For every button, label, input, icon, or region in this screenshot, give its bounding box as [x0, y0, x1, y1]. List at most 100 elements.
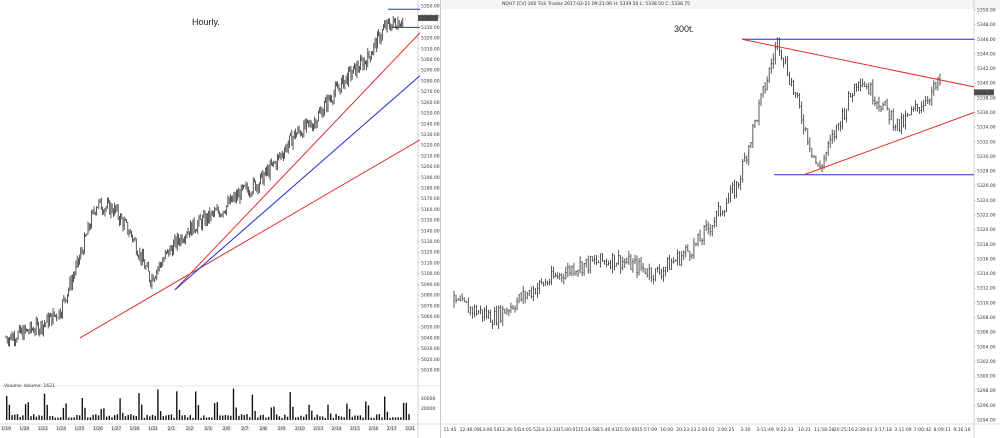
volume-bar [381, 417, 383, 420]
price-tick-label: 5020.00 [421, 357, 440, 363]
volume-bar [33, 414, 35, 420]
volume-bar [400, 417, 402, 420]
last-price-tag [418, 15, 438, 22]
volume-bar [170, 414, 173, 420]
time-tick-label: 14:05:52 [519, 427, 539, 433]
price-tick-label: 5350.00 [421, 4, 440, 10]
hourly-chart-svg[interactable]: 5350.005340.005330.005320.005310.005300.… [0, 0, 440, 438]
price-tick-label: 5308.00 [977, 315, 996, 321]
volume-bar [392, 417, 394, 420]
time-tick-bg [167, 426, 177, 431]
tick-chart-panel[interactable]: NQH7 [CV] 300 Tick Trades 2017-02-21 09:… [442, 0, 1000, 438]
triangle-upper-line [741, 38, 975, 88]
volume-bar [195, 391, 197, 420]
volume-bar [384, 396, 386, 420]
volume-bar [43, 393, 46, 420]
price-tick-label: 5080.00 [421, 293, 440, 299]
time-tick-label: 3:30 [740, 427, 750, 433]
volume-bar [11, 415, 13, 420]
time-tick-label: 3:11:49 [756, 427, 773, 433]
time-tick-bg [387, 426, 397, 431]
tick-chart-svg[interactable]: 5350.00 5348.00 5346.00 5344.00 5342.00 5340.… [442, 0, 1000, 438]
time-tick-label: 2:39:03 [855, 427, 872, 433]
volume-bar [321, 416, 324, 420]
time-tick-label: 2/21 [405, 426, 415, 432]
price-tick-label: 5110.00 [421, 260, 440, 266]
volume-bar [49, 416, 51, 420]
volume-bar [159, 411, 162, 420]
volume-bar [259, 415, 262, 420]
hourly-chart-panel[interactable]: 5350.005340.005330.005320.005310.005300.… [0, 0, 441, 438]
volume-bar [35, 416, 38, 420]
price-tick-label: 5296.00 [977, 403, 996, 409]
volume-bar [246, 414, 248, 420]
time-tick-bg [240, 426, 250, 431]
volume-label: Volume: Volume: 1621 [4, 384, 55, 389]
volume-bar [73, 417, 75, 420]
volume-bar [394, 417, 397, 420]
volume-bar [30, 416, 32, 420]
volume-bar [319, 416, 321, 420]
time-tick-bg [277, 426, 287, 431]
volume-bar [375, 414, 378, 420]
volume-bar [294, 417, 297, 420]
time-tick-label: 11:45 [444, 427, 457, 433]
price-tick-label: 5318.00 [977, 242, 996, 248]
time-tick-label: 1/26 [93, 426, 103, 432]
price-tick-label: 5330.00 [977, 154, 996, 160]
volume-bar [87, 417, 89, 420]
price-tick-label: 5340.00 [977, 81, 996, 87]
volume-bar [57, 417, 59, 420]
chart-header-bar: NQH7 [CV] 300 Tick Trades 2017-02-21 09:… [442, 0, 1000, 9]
volume-bar [251, 394, 254, 420]
time-tick-label: 1/27 [111, 426, 121, 432]
volume-bar [95, 414, 97, 420]
time-tick-bg [369, 426, 379, 431]
volume-bar [276, 414, 278, 420]
time-tick-label: 16:00 [660, 427, 673, 433]
volume-bar [181, 415, 183, 420]
volume-bar [24, 404, 27, 420]
volume-bar [305, 414, 308, 420]
price-tick-label: 5306.00 [977, 330, 996, 336]
price-tick-label: 5342.00 [977, 66, 996, 72]
volume-bar [230, 415, 232, 420]
time-tick-bg [38, 426, 48, 431]
hourly-chart-title: Hourly. [192, 17, 220, 27]
time-tick-label: 8:09:11 [934, 427, 951, 433]
time-tick-label: 7:00:42 [914, 427, 931, 433]
volume-bar [76, 414, 78, 420]
volume-bar [19, 417, 21, 420]
price-tick-label: 5100.00 [421, 271, 440, 277]
price-tick-label: 5310.00 [977, 300, 996, 306]
volume-bar [219, 415, 221, 420]
volume-bar [300, 415, 302, 420]
volume-bar [297, 416, 299, 420]
volume-bar [238, 415, 240, 420]
volume-bar [327, 404, 329, 420]
volume-bar [330, 413, 332, 420]
price-tick-label: 5332.00 [977, 139, 996, 145]
volume-bar [192, 417, 194, 420]
volume-bar [100, 408, 102, 420]
volume-bar [281, 417, 283, 420]
volume-bar [178, 409, 181, 420]
price-tick-label: 5200.00 [421, 164, 440, 170]
time-tick-bg [93, 426, 103, 431]
price-tick-label: 5300.00 [421, 57, 440, 63]
volume-bar [286, 416, 289, 420]
price-tick-label: 5328.00 [977, 169, 996, 175]
volume-bar [235, 407, 237, 420]
time-tick-label: 1/31 [148, 426, 158, 432]
price-tick-label: 5294.00 [977, 418, 996, 424]
volume-bar [292, 406, 294, 420]
volume-bar [130, 414, 132, 420]
volume-bar [402, 402, 405, 420]
volume-bar [70, 417, 73, 420]
volume-bar [313, 417, 316, 420]
volume-bar [68, 417, 70, 420]
volume-bar [324, 417, 326, 420]
volume-tick-label: 40000 [421, 396, 435, 402]
price-tick-label: 5298.00 [977, 388, 996, 394]
time-tick-label: 15:24:58 [578, 427, 598, 433]
